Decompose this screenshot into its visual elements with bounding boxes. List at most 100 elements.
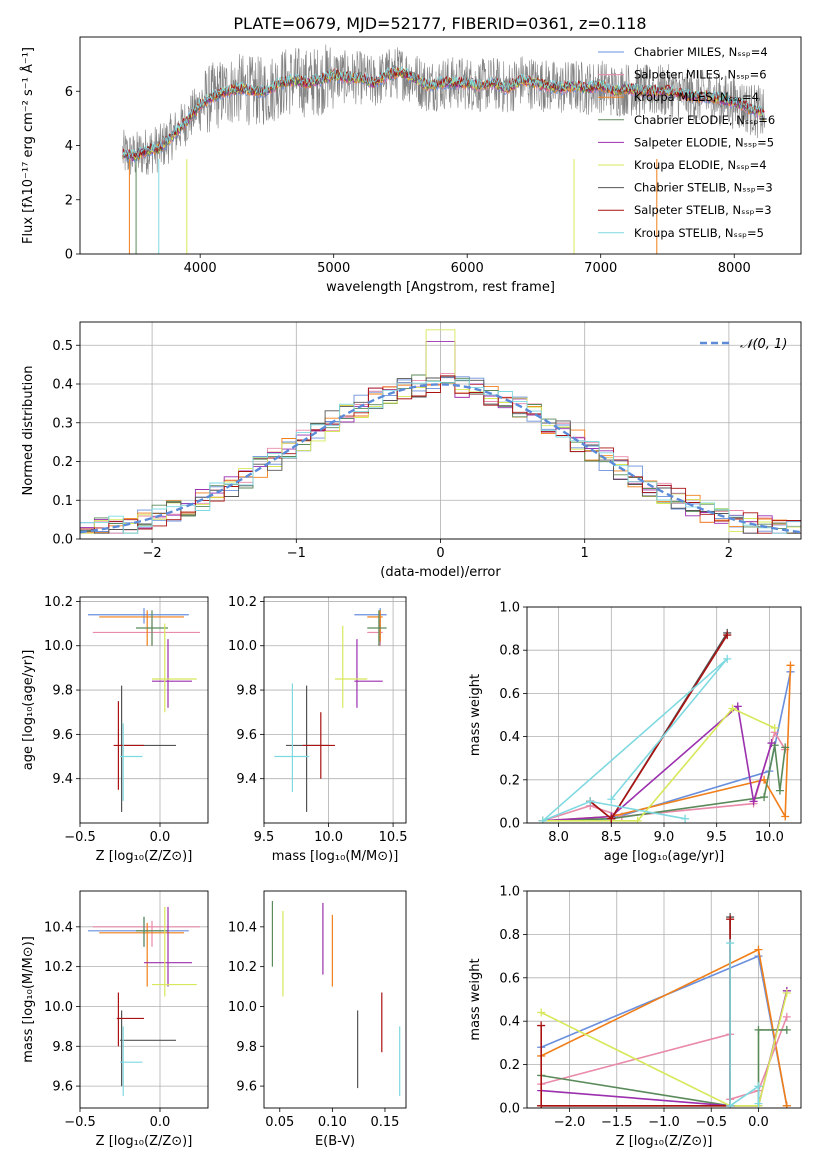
y-tick-label: 0.2 — [52, 455, 73, 470]
legend-label: Kroupa ELODIE, Nₛₛₚ=4 — [634, 158, 767, 172]
x-tick-label: 2 — [725, 546, 733, 561]
y-axis-label: age [log₁₀(age/yr)] — [21, 650, 36, 771]
panel-mass_vs_Z: −0.5 0.0 9.6 9.8 10.0 10.2 10.4 Z [log₁₀(Z/Z⊙)]… — [21, 890, 209, 1149]
y-tick-label: 0.6 — [499, 687, 520, 702]
y-tick-label: 0.0 — [499, 1102, 520, 1117]
y-tick-label: 0.4 — [499, 730, 520, 745]
y-tick-label: 10.0 — [228, 639, 257, 654]
panel-mass_vs_ebv: 0.05 0.10 0.15 9.6 9.8 10.0 10.2 10.4 E(B-V) — [228, 890, 407, 1149]
plot-area-mass_vs_ebv — [271, 900, 401, 1097]
x-tick-label: −2.0 — [554, 1115, 586, 1130]
weight-line-kroupa_elodie — [540, 992, 788, 1107]
y-tick-label: 10.0 — [44, 639, 73, 654]
x-tick-label: −0.5 — [695, 1115, 727, 1130]
y-tick-label: 6 — [65, 85, 73, 100]
weight-marker-kroupa_stelib — [754, 1099, 763, 1108]
weight-marker-kroupa_miles — [786, 661, 795, 670]
weight-marker-kroupa_elodie — [633, 816, 642, 823]
x-tick-label: 6000 — [451, 261, 484, 276]
y-tick-label: 9.6 — [236, 728, 257, 743]
x-tick-label: 1 — [581, 546, 589, 561]
x-tick-label: −1.0 — [648, 1115, 680, 1130]
x-axis-label: wavelength [Angstrom, rest frame] — [326, 280, 555, 295]
axes-frame — [263, 596, 407, 824]
weight-marker-kroupa_stelib — [538, 816, 547, 823]
weight-marker-kroupa_elodie — [782, 988, 791, 997]
y-tick-label: 0.0 — [52, 533, 73, 548]
weight-marker-kroupa_miles — [781, 812, 790, 821]
weight-marker-salpeter_stelib — [723, 631, 732, 640]
x-axis-label: (data-model)/error — [380, 565, 501, 580]
y-tick-label: 9.8 — [52, 1040, 73, 1055]
y-tick-label: 10.4 — [228, 920, 257, 935]
x-tick-label: 0.05 — [265, 1115, 294, 1130]
panel-spectrum: 4000 5000 6000 7000 8000 0 2 4 6 wavelength [Angs… — [20, 36, 802, 295]
weight-marker-chabrier_elodie — [781, 743, 790, 752]
y-axis-label: mass [log₁₀(M/M⊙)] — [21, 936, 36, 1063]
x-tick-label: 9.5 — [254, 830, 275, 845]
x-axis-label: age [log₁₀(age/yr)] — [604, 849, 725, 864]
weight-line-kroupa_elodie — [542, 707, 776, 822]
x-axis-label: Z [log₁₀(Z/Z⊙)] — [616, 1134, 713, 1149]
x-tick-label: 9.0 — [654, 830, 675, 845]
y-tick-label: 0.3 — [52, 416, 73, 431]
y-tick-label: 10.2 — [44, 960, 73, 975]
y-tick-label: 9.4 — [52, 772, 73, 787]
panel-mass_weight_vs_Z: −2.0 −1.5 −1.0 −0.5 0.0 0.0 0.2 0.4 0.6 0.8 1.0 Z [… — [468, 885, 802, 1149]
y-tick-label: 9.4 — [236, 772, 257, 787]
weight-line-chabrier_elodie — [542, 745, 786, 822]
x-tick-label: 7000 — [584, 261, 617, 276]
x-tick-label: 8000 — [718, 261, 751, 276]
y-tick-label: 0.4 — [52, 378, 73, 393]
x-tick-label: 0 — [436, 546, 444, 561]
weight-marker-salpeter_miles — [782, 1012, 791, 1021]
weight-marker-salpeter_elodie — [733, 702, 742, 711]
weight-line-kroupa_stelib — [729, 943, 760, 1108]
x-axis-label: Z [log₁₀(Z/Z⊙)] — [96, 849, 193, 864]
y-tick-label: 0.8 — [499, 644, 520, 659]
x-axis-label: Z [log₁₀(Z/Z⊙)] — [96, 1134, 193, 1149]
weight-marker-kroupa_stelib — [723, 654, 732, 663]
y-tick-label: 0.0 — [499, 817, 520, 832]
weight-marker-kroupa_miles — [760, 775, 769, 784]
plot-area-age_vs_mass — [274, 608, 387, 812]
x-tick-label: 10.0 — [314, 830, 343, 845]
legend-label: Salpeter MILES, Nₛₛₚ=6 — [634, 68, 767, 82]
legend-label: Kroupa MILES, Nₛₛₚ=4 — [634, 90, 759, 104]
y-axis-label: Normed distribution — [21, 366, 36, 496]
y-tick-label: 0.2 — [499, 773, 520, 788]
y-tick-label: 0 — [65, 248, 73, 263]
plot-area-spectrum — [122, 44, 766, 254]
plot-area-mass_vs_Z — [88, 906, 200, 1097]
x-tick-label: 8.5 — [601, 830, 622, 845]
weight-marker-kroupa_elodie — [537, 1008, 546, 1017]
y-tick-label: 9.6 — [52, 1080, 73, 1095]
axes-frame — [79, 36, 802, 255]
weight-marker-chabrier_elodie — [754, 1025, 763, 1034]
weight-marker-chabrier_elodie — [760, 793, 769, 802]
y-tick-label: 2 — [65, 193, 73, 208]
x-tick-label: 0.0 — [748, 1115, 769, 1130]
legend-label: Salpeter STELIB, Nₛₛₚ=3 — [634, 203, 772, 217]
x-tick-label: 10.5 — [379, 830, 408, 845]
panel-residuals: −2 −1 0 1 2 0.0 0.1 0.2 0.3 0.4 0.5 (data-model)/er… — [21, 321, 802, 580]
weight-marker-kroupa_stelib — [726, 939, 735, 948]
normal-reference-curve — [80, 383, 801, 534]
legend-label: Chabrier MILES, Nₛₛₚ=4 — [634, 45, 768, 59]
weight-marker-salpeter_stelib — [537, 1101, 546, 1108]
x-tick-label: −1 — [287, 546, 306, 561]
x-tick-label: 4000 — [184, 261, 217, 276]
x-tick-label: 0.0 — [150, 830, 171, 845]
legend-label: Chabrier STELIB, Nₛₛₚ=3 — [634, 181, 773, 195]
y-tick-label: 0.8 — [499, 928, 520, 943]
weight-marker-kroupa_stelib — [586, 797, 595, 806]
panel-age_vs_Z: −0.5 0.0 9.4 9.6 9.8 10.0 10.2 Z [log₁₀(Z/Z⊙)] a… — [21, 595, 209, 864]
weight-marker-kroupa_stelib — [726, 1101, 735, 1108]
x-tick-label: −1.5 — [601, 1115, 633, 1130]
weight-marker-kroupa_elodie — [770, 723, 779, 732]
plot-area-mass_weight_vs_age — [538, 628, 795, 823]
y-tick-label: 1.0 — [499, 601, 520, 616]
y-axis-label: mass weight — [468, 958, 483, 1040]
y-tick-label: 0.4 — [499, 1015, 520, 1030]
panel-age_vs_mass: 9.5 10.0 10.5 9.4 9.6 9.8 10.0 10.2 mass [log₁₀(… — [228, 595, 408, 864]
